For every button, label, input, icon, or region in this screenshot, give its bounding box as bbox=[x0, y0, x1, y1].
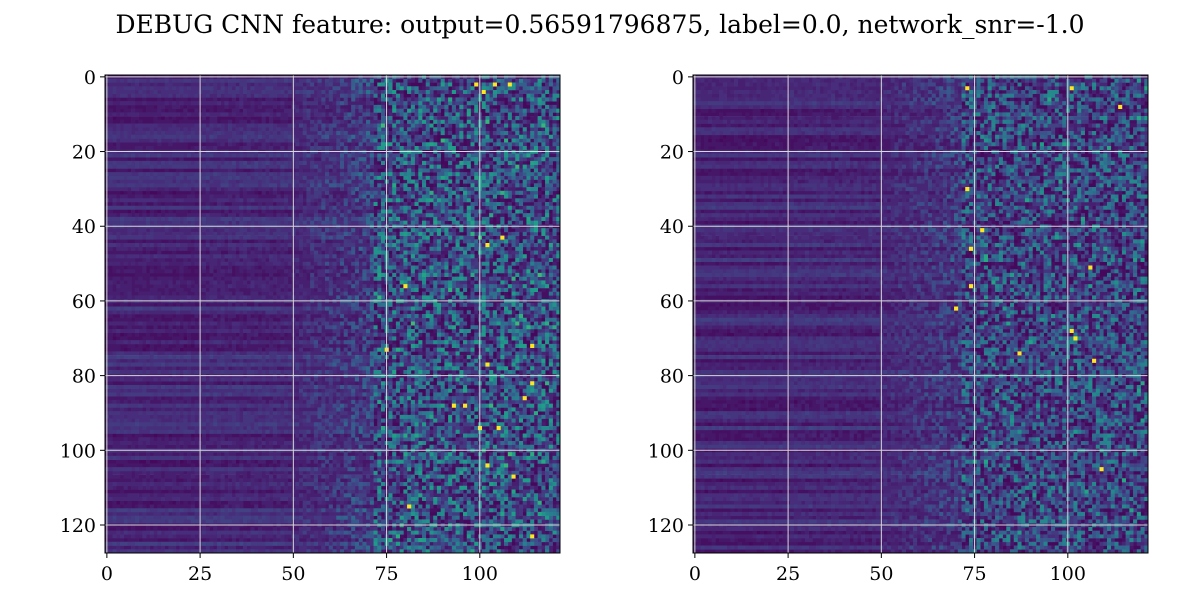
heatmap-panel-left: 0 25 50 75 100 0 20 40 60 80 100 120 bbox=[60, 67, 561, 585]
heatmap-cells bbox=[693, 75, 1149, 554]
y-tick-label: 100 bbox=[648, 440, 684, 462]
heatmap-cell-group bbox=[373, 75, 561, 550]
y-tick-label: 100 bbox=[60, 440, 96, 462]
heatmap-cell-group bbox=[105, 75, 561, 554]
x-tick-label: 0 bbox=[689, 563, 701, 585]
heatmap-cells bbox=[105, 75, 561, 554]
x-tick-label: 100 bbox=[462, 563, 498, 585]
y-tick-label: 120 bbox=[648, 515, 684, 537]
heatmap-cell-group bbox=[961, 75, 1149, 554]
heatmap-cell-group bbox=[789, 75, 1149, 554]
y-tick-label: 60 bbox=[660, 291, 684, 313]
y-tick-label: 20 bbox=[72, 142, 96, 164]
x-tick-label: 75 bbox=[962, 563, 986, 585]
x-tick-label: 100 bbox=[1050, 563, 1086, 585]
y-tick-label: 80 bbox=[660, 366, 684, 388]
axes-frame bbox=[692, 74, 1149, 554]
x-tick-label: 75 bbox=[374, 563, 398, 585]
x-tick-label: 50 bbox=[869, 563, 893, 585]
y-tick-label: 80 bbox=[72, 366, 96, 388]
x-tick-label: 0 bbox=[101, 563, 113, 585]
y-tick-label: 60 bbox=[72, 291, 96, 313]
heatmap-cell-group bbox=[354, 75, 561, 554]
heatmap-cell-group bbox=[924, 75, 1149, 554]
heatmap-cell-group bbox=[950, 75, 1149, 554]
y-tick-label: 120 bbox=[60, 515, 96, 537]
figure-title: DEBUG CNN feature: output=0.56591796875,… bbox=[115, 10, 1084, 39]
x-tick-label: 50 bbox=[281, 563, 305, 585]
y-tick-label: 40 bbox=[72, 216, 96, 238]
y-tick-label: 0 bbox=[672, 67, 684, 89]
y-tick-label: 0 bbox=[84, 67, 96, 89]
heatmap-panel-right: 0 25 50 75 100 0 20 40 60 80 100 120 bbox=[648, 67, 1149, 585]
y-tick-label: 40 bbox=[660, 216, 684, 238]
heatmap-cell-group bbox=[373, 75, 561, 550]
heatmap-cell-group bbox=[693, 75, 1149, 554]
heatmap-cell-group bbox=[961, 75, 1149, 531]
heatmap-cell-group bbox=[931, 75, 1149, 554]
y-tick-label: 20 bbox=[660, 142, 684, 164]
x-tick-label: 25 bbox=[776, 563, 800, 585]
x-tick-label: 25 bbox=[188, 563, 212, 585]
heatmap-cell-group bbox=[373, 82, 561, 554]
heatmap-cell-group bbox=[696, 75, 1149, 554]
grid-lines bbox=[693, 75, 1148, 553]
axes-frame bbox=[104, 74, 561, 554]
grid-lines bbox=[105, 75, 560, 553]
heatmap-cell-group bbox=[373, 75, 561, 554]
